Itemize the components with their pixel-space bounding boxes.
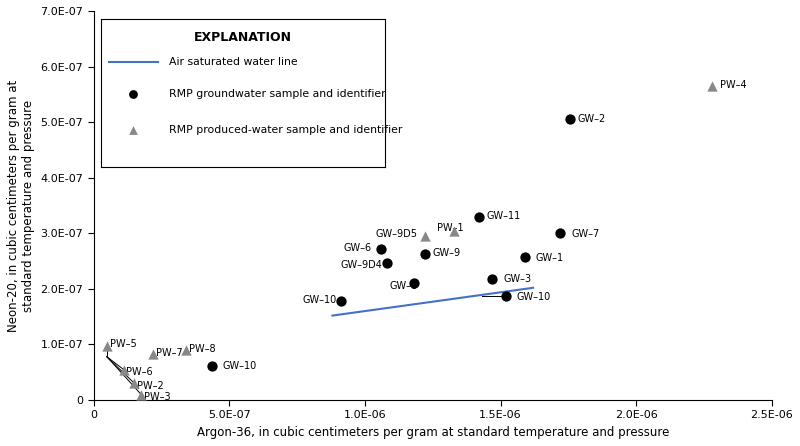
Text: PW–1: PW–1 [437,223,463,233]
Text: GW–10: GW–10 [222,361,257,371]
Text: PW–7: PW–7 [156,348,183,358]
Point [486,275,498,282]
Y-axis label: Neon-20, in cubic centimeters per gram at
standard temperature and pressure: Neon-20, in cubic centimeters per gram a… [7,79,35,332]
Point [147,351,160,358]
Text: PW–5: PW–5 [110,339,136,350]
Text: GW–1: GW–1 [536,253,564,263]
Point [473,213,486,220]
Point [179,347,192,354]
Point [128,380,141,387]
Text: PW–4: PW–4 [720,80,746,90]
Point [554,230,566,237]
Point [101,343,114,350]
Point [206,362,218,369]
Point [518,253,531,260]
Point [706,83,718,90]
Point [499,292,512,299]
Point [407,280,420,287]
Text: PW–3: PW–3 [144,392,170,402]
Point [418,232,431,240]
Text: GW–11: GW–11 [487,211,522,220]
Text: GW–9: GW–9 [433,248,461,258]
Point [334,297,347,305]
Point [418,250,431,257]
Point [380,259,393,266]
Text: GW–7: GW–7 [571,229,599,239]
Point [118,366,130,373]
Point [563,116,576,123]
Text: PW–2: PW–2 [137,381,164,391]
Text: GW–6: GW–6 [343,243,371,253]
Text: GW–2: GW–2 [578,114,606,124]
Text: GW–9D4: GW–9D4 [341,260,382,270]
Text: GW–8: GW–8 [390,281,418,291]
Text: PW–6: PW–6 [126,368,153,377]
Text: GW–9D5: GW–9D5 [376,229,418,240]
Point [448,227,461,234]
Point [375,245,388,252]
Point [135,391,148,398]
X-axis label: Argon-36, in cubic centimeters per gram at standard temperature and pressure: Argon-36, in cubic centimeters per gram … [197,426,669,439]
Text: GW–10: GW–10 [302,295,337,305]
Text: GW–10: GW–10 [517,292,551,302]
Text: PW–8: PW–8 [189,344,215,354]
Text: GW–3: GW–3 [503,274,531,285]
